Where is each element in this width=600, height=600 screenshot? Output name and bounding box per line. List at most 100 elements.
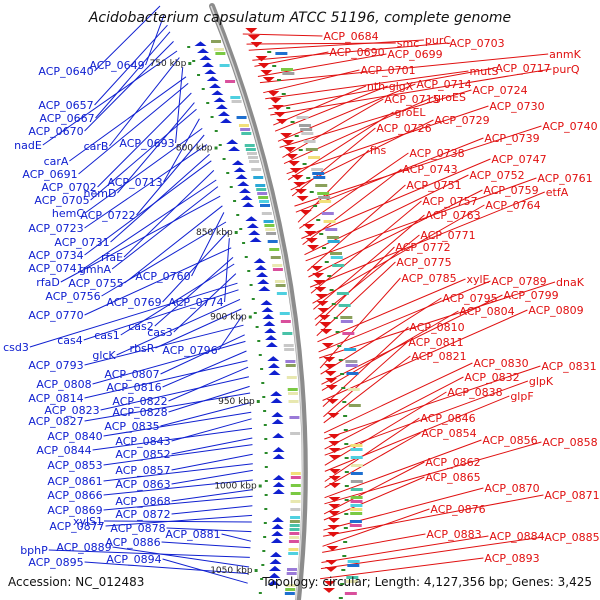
gene-label-ACP_0684: ACP_0684 bbox=[323, 30, 378, 43]
leader-line bbox=[321, 294, 503, 385]
minor-tick bbox=[263, 522, 267, 524]
leader-line bbox=[94, 24, 168, 106]
minor-tick bbox=[302, 163, 307, 165]
feature-track-block bbox=[236, 116, 247, 119]
feature-track-block bbox=[298, 124, 311, 127]
forward-gene-arrow bbox=[323, 581, 336, 586]
feature-track-block bbox=[321, 212, 334, 215]
gene-label-ACP_0823: ACP_0823 bbox=[44, 404, 99, 417]
feature-track-block bbox=[347, 564, 360, 567]
gene-label-ACP_0838: ACP_0838 bbox=[447, 386, 502, 399]
leader-line bbox=[248, 39, 424, 51]
gene-label-ACP_0657: ACP_0657 bbox=[38, 99, 93, 112]
leader-line bbox=[263, 69, 360, 94]
leader-line bbox=[322, 508, 430, 547]
minor-tick bbox=[267, 51, 272, 53]
reverse-gene-arrow bbox=[226, 139, 239, 144]
gene-label-ACP_0670: ACP_0670 bbox=[28, 125, 83, 138]
gene-label-ACP_0871: ACP_0871 bbox=[544, 489, 599, 502]
forward-gene-arrow bbox=[327, 518, 340, 523]
feature-tracks bbox=[211, 40, 363, 595]
gene-label-ACP_0702: ACP_0702 bbox=[41, 181, 96, 194]
leader-line bbox=[287, 111, 394, 181]
leader-line bbox=[323, 355, 411, 424]
leader-line bbox=[120, 263, 235, 336]
feature-track-block bbox=[348, 404, 361, 407]
feature-track-block bbox=[267, 240, 278, 243]
reverse-gene-arrow bbox=[258, 286, 271, 291]
feature-track-block bbox=[225, 80, 236, 83]
forward-gene-arrow bbox=[262, 77, 275, 83]
minor-tick bbox=[258, 354, 262, 356]
reverse-gene-arrow bbox=[256, 272, 269, 277]
reverse-gene-arrow bbox=[197, 48, 210, 53]
leader-line bbox=[116, 298, 241, 356]
minor-tick bbox=[343, 429, 348, 431]
forward-gene-arrow bbox=[260, 70, 273, 76]
gene-label-ACP_0885: ACP_0885 bbox=[544, 531, 599, 544]
forward-gene-arrow bbox=[317, 308, 330, 314]
minor-tick bbox=[344, 443, 349, 445]
gene-label-ACP_0789: ACP_0789 bbox=[491, 275, 546, 288]
feature-track-block bbox=[260, 204, 270, 207]
gene-label-ACP_0853: ACP_0853 bbox=[47, 459, 102, 472]
leader-line bbox=[324, 380, 529, 456]
minor-tick bbox=[262, 396, 266, 398]
minor-tick bbox=[327, 275, 332, 277]
minor-tick bbox=[286, 107, 291, 109]
forward-gene-arrow bbox=[304, 231, 317, 237]
feature-track-block bbox=[323, 220, 336, 223]
position-label: 750 kbp bbox=[150, 59, 187, 69]
leader-line bbox=[84, 247, 232, 316]
forward-gene-arrow bbox=[327, 532, 340, 537]
gene-label-ACP_0640: ACP_0640 bbox=[38, 65, 93, 78]
gene-label-ACP_0691: ACP_0691 bbox=[22, 168, 77, 181]
feature-track-block bbox=[279, 312, 290, 315]
gene-label-ACP_0705: ACP_0705 bbox=[34, 194, 89, 207]
feature-track-block bbox=[259, 200, 270, 203]
minor-tick bbox=[272, 65, 277, 67]
feature-track-block bbox=[350, 444, 363, 447]
forward-gene-arrow bbox=[257, 63, 270, 69]
reverse-gene-arrow bbox=[204, 69, 217, 74]
feature-track-block bbox=[303, 140, 316, 143]
feature-track-block bbox=[344, 592, 357, 595]
feature-track-block bbox=[238, 124, 249, 127]
gene-label-ACP_0862: ACP_0862 bbox=[425, 456, 480, 469]
feature-track-block bbox=[272, 268, 283, 271]
leader-line bbox=[173, 273, 237, 333]
forward-gene-arrow bbox=[326, 399, 339, 405]
minor-tick bbox=[340, 373, 345, 375]
feature-track-block bbox=[290, 472, 301, 475]
feature-track-block bbox=[240, 128, 251, 131]
reverse-gene-arrow bbox=[265, 335, 278, 340]
leader-line bbox=[84, 160, 212, 256]
reverse-gene-arrow bbox=[231, 160, 244, 165]
minor-tick bbox=[206, 102, 210, 104]
forward-gene-arrow bbox=[312, 273, 325, 279]
reverse-gene-arrow bbox=[209, 83, 222, 88]
forward-gene-arrow bbox=[327, 413, 340, 419]
position-label: 1000 kbp bbox=[214, 482, 257, 492]
minor-tick bbox=[263, 410, 267, 412]
forward-gene-arrow bbox=[276, 119, 289, 125]
tick-mark bbox=[254, 569, 258, 572]
leader-line bbox=[69, 76, 187, 162]
feature-track-block bbox=[290, 432, 301, 435]
minor-tick bbox=[258, 592, 262, 594]
leader-line bbox=[221, 533, 251, 542]
leader-line bbox=[168, 366, 249, 402]
gene-label-ACP_0759: ACP_0759 bbox=[483, 184, 538, 197]
feature-track-block bbox=[284, 348, 295, 351]
reverse-gene-arrow bbox=[201, 62, 214, 67]
gene-label-rbsR: rbsR bbox=[130, 342, 155, 355]
gene-label-mutS: mutS bbox=[470, 65, 499, 78]
feature-track-block bbox=[269, 248, 280, 251]
reverse-gene-arrow bbox=[270, 391, 283, 396]
accession-text: Accession: NC_012483 bbox=[8, 575, 144, 589]
feature-track-block bbox=[350, 500, 363, 503]
gene-label-ACP_0752: ACP_0752 bbox=[469, 169, 524, 182]
leader-line bbox=[299, 152, 409, 229]
